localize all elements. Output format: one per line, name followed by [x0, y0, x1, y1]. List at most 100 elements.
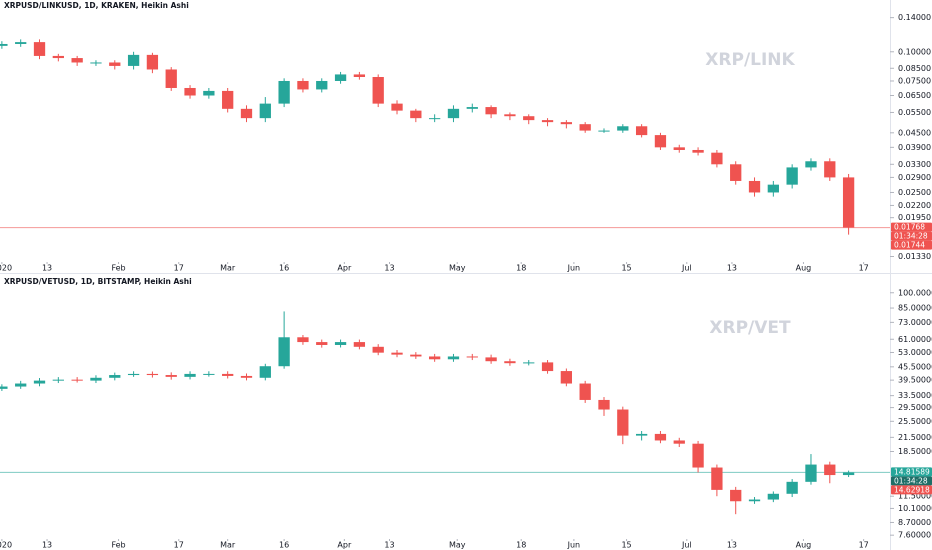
- candle-body: [824, 464, 836, 476]
- x-tick-label: 18: [516, 541, 526, 550]
- candle-body: [203, 373, 215, 375]
- y-tick-label: 0.02500: [898, 188, 931, 197]
- candle-body: [278, 80, 290, 104]
- x-tick-label: 13: [727, 264, 737, 273]
- x-tick-label: Jun: [567, 264, 581, 273]
- candle-body: [146, 54, 159, 70]
- price-label: 0.01744: [894, 241, 925, 250]
- candle-body: [52, 55, 64, 59]
- candle-body: [297, 337, 309, 343]
- price-label: 14.62918: [894, 485, 930, 494]
- candle-body: [748, 499, 761, 502]
- y-tick-label: 33.50000: [898, 391, 932, 400]
- y-tick-label: 0.03300: [898, 160, 931, 169]
- x-tick-label: Feb: [111, 264, 125, 273]
- x-tick-label: 15: [621, 264, 631, 273]
- candle-body: [90, 377, 102, 381]
- countdown-box: [891, 476, 932, 486]
- x-tick-label: Apr: [337, 264, 352, 273]
- candle-body: [184, 373, 196, 377]
- x-tick-label: 13: [42, 541, 52, 550]
- candle-body: [33, 380, 46, 384]
- candle-body: [523, 116, 535, 121]
- candle-body: [447, 108, 460, 119]
- y-tick-label: 0.02900: [898, 173, 931, 182]
- x-tick-label: 17: [174, 264, 184, 273]
- x-tick-label: 17: [859, 541, 869, 550]
- candle-body: [109, 375, 121, 378]
- y-tick-label: 10.10000: [898, 504, 932, 513]
- candle-body: [466, 107, 478, 109]
- candle-body: [711, 152, 723, 165]
- x-tick-label: Jul: [681, 541, 692, 550]
- x-tick-label: Mar: [220, 541, 236, 550]
- y-tick-label: 0.10000: [898, 47, 931, 56]
- candle-body: [52, 379, 64, 381]
- candle-body: [15, 383, 27, 387]
- x-tick-label: 17: [174, 541, 184, 550]
- x-tick-label: 13: [384, 264, 394, 273]
- candle-body: [541, 362, 554, 372]
- price-label-box: [891, 485, 932, 495]
- candle-body: [222, 90, 234, 109]
- y-tick-label: 0.05500: [898, 108, 931, 117]
- x-tick-label: 15: [621, 541, 631, 550]
- candle-body: [692, 149, 704, 153]
- candle-body: [334, 74, 347, 81]
- y-tick-label: 0.07500: [898, 76, 931, 85]
- candle-body: [90, 62, 102, 64]
- candle-body: [410, 110, 422, 119]
- candle-body: [504, 114, 516, 117]
- candle-body: [109, 62, 121, 66]
- candle-body: [617, 409, 629, 436]
- candle-body: [429, 356, 441, 360]
- countdown-box: [891, 231, 932, 241]
- candle-body: [504, 361, 516, 364]
- candle-body: [730, 164, 742, 181]
- chart-title: XRPUSD/LINKUSD, 1D, KRAKEN, Heikin Ashi: [4, 1, 189, 10]
- x-tick-label: Aug: [796, 541, 812, 550]
- candle-body: [316, 342, 328, 345]
- candle-body: [824, 161, 836, 178]
- candle-body: [146, 373, 159, 376]
- candle-body: [447, 356, 460, 360]
- y-tick-label: 25.50000: [898, 417, 932, 426]
- y-tick-label: 0.02200: [898, 201, 931, 210]
- countdown: 01:34:28: [894, 232, 928, 241]
- candle-body: [635, 433, 648, 436]
- candle-body: [372, 346, 384, 353]
- candle-body: [240, 375, 253, 378]
- candle-body: [748, 180, 761, 193]
- x-tick-label: 2020: [0, 264, 12, 273]
- candle-body: [842, 472, 855, 476]
- candle-body: [278, 337, 290, 367]
- x-tick-label: 13: [727, 541, 737, 550]
- candle-body: [692, 443, 704, 468]
- candle-body: [391, 103, 403, 111]
- candle-body: [410, 354, 422, 357]
- candle-body: [372, 76, 384, 104]
- candle-body: [673, 147, 685, 150]
- y-tick-label: 0.03900: [898, 143, 931, 152]
- price-label-box: [891, 467, 932, 477]
- y-tick-label: 8.70000: [898, 518, 931, 527]
- x-tick-label: May: [449, 541, 466, 550]
- candle-body: [259, 366, 271, 378]
- y-tick-label: 18.50000: [898, 447, 932, 456]
- candle-body: [541, 120, 554, 123]
- y-tick-label: 29.50000: [898, 403, 932, 412]
- candle-body: [805, 464, 817, 482]
- price-label-box: [891, 222, 932, 232]
- candle-body: [786, 481, 798, 494]
- candle-body: [805, 161, 817, 168]
- candle-body: [316, 80, 328, 90]
- candle-body: [165, 375, 177, 377]
- countdown: 01:34:28: [894, 476, 928, 485]
- x-tick-label: Feb: [111, 541, 125, 550]
- y-tick-label: 0.08500: [898, 64, 931, 73]
